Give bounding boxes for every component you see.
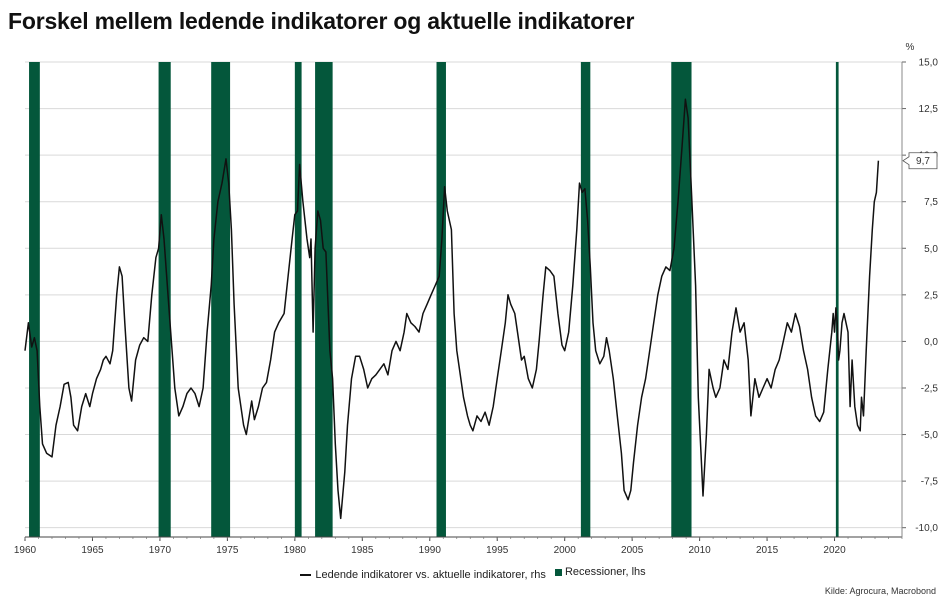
series-line-layer: [24, 98, 880, 520]
x-tick-label: 2005: [621, 545, 644, 556]
y-tick-label: 7,5: [924, 197, 938, 208]
recession-band: [29, 62, 40, 537]
legend-box-swatch: [554, 568, 562, 576]
series-line: [24, 98, 880, 520]
recession-band: [436, 62, 446, 537]
axes: [24, 61, 906, 541]
source-note: Kilde: Agrocura, Macrobond: [824, 586, 936, 596]
chart-title: Forskel mellem ledende indikatorer og ak…: [8, 8, 635, 34]
unit-label: %: [906, 42, 915, 53]
y-tick-label: 12,5: [919, 104, 939, 115]
x-tick-label: 1990: [419, 545, 442, 556]
legend-recession-label: Recessioner, lhs: [564, 566, 646, 578]
legend-line-swatch: [300, 573, 312, 576]
x-tick-label: 2010: [688, 545, 711, 556]
recession-band: [580, 62, 591, 537]
gridlines: [25, 61, 902, 529]
x-tick-label: 1985: [351, 545, 374, 556]
tick-labels: 15,012,510,07,55,02,50,0-2,5-5,0-7,5-10,…: [14, 42, 939, 556]
chart-svg: 15,012,510,07,55,02,50,0-2,5-5,0-7,5-10,…: [14, 42, 939, 556]
legend-series-label: Ledende indikatorer vs. aktuelle indikat…: [315, 568, 546, 581]
y-tick-label: 0,0: [924, 337, 938, 348]
recession-band: [671, 62, 692, 537]
legend: Ledende indikatorer vs. aktuelle indikat…: [0, 566, 946, 581]
x-tick-label: 2000: [554, 545, 577, 556]
x-tick-label: 1965: [81, 545, 104, 556]
x-tick-label: 2015: [756, 545, 779, 556]
y-tick-label: -7,5: [921, 477, 939, 488]
y-tick-label: 5,0: [924, 244, 938, 255]
recession-band: [315, 62, 333, 537]
recession-band: [294, 62, 302, 537]
legend-item-recessions: Recessioner, lhs: [554, 566, 646, 578]
x-tick-label: 1960: [14, 545, 37, 556]
x-tick-label: 1970: [149, 545, 172, 556]
legend-item-series: Ledende indikatorer vs. aktuelle indikat…: [300, 569, 546, 581]
y-tick-label: -2,5: [921, 383, 939, 394]
recession-band: [158, 62, 171, 537]
last-value-label: 9,7: [916, 156, 930, 167]
x-tick-label: 1980: [284, 545, 307, 556]
x-tick-label: 1975: [216, 545, 239, 556]
y-tick-label: 15,0: [919, 58, 939, 69]
recession-bands: [29, 62, 839, 537]
y-tick-label: 2,5: [924, 290, 938, 301]
x-tick-label: 2020: [823, 545, 846, 556]
recession-band: [211, 62, 231, 537]
y-tick-label: -5,0: [921, 430, 939, 441]
x-tick-label: 1995: [486, 545, 509, 556]
y-tick-label: -10,0: [915, 523, 938, 534]
last-value-box: [902, 152, 938, 170]
recession-band: [835, 62, 839, 537]
last-value-callout: 9,7: [902, 152, 938, 170]
